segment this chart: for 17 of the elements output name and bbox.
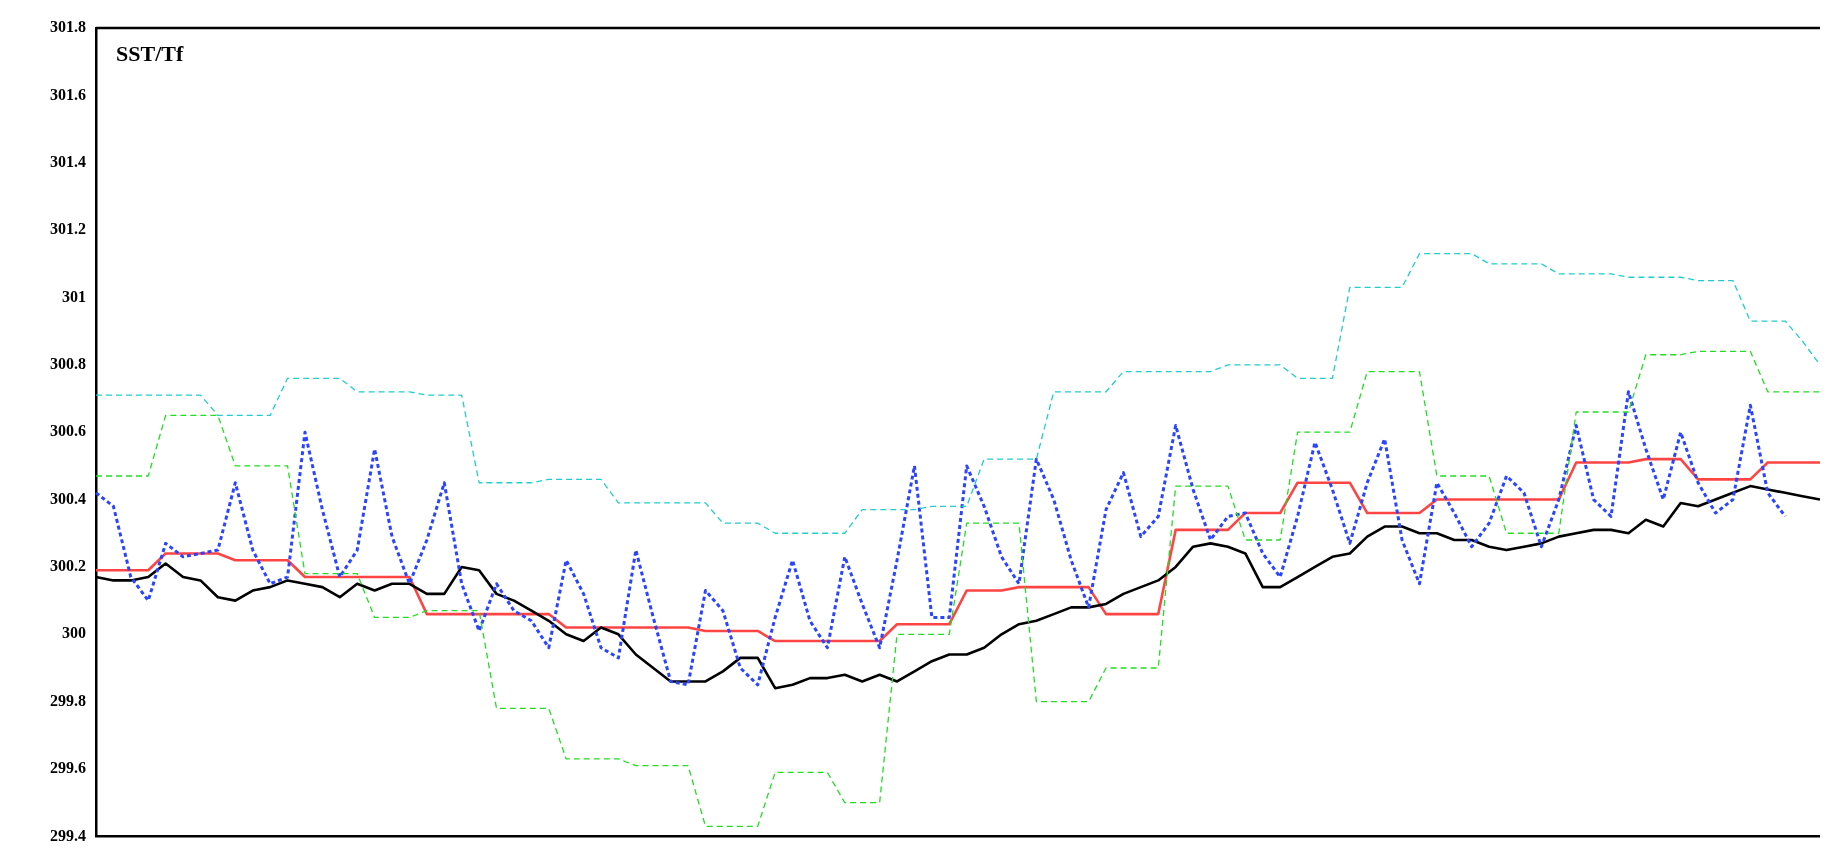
y-tick-label: 299.6: [50, 759, 86, 777]
y-tick-label: 300.6: [50, 422, 86, 440]
y-tick-label: 300: [62, 624, 86, 642]
y-tick-label: 301.4: [50, 152, 86, 170]
text: SST/Tf: [116, 40, 184, 66]
y-tick-label: 301.2: [50, 220, 86, 238]
line-series: [95, 350, 1820, 827]
y-tick-label: 301.8: [50, 18, 86, 36]
y-tick-label: 301: [62, 287, 86, 305]
line-series: [95, 253, 1820, 534]
y-tick-label: 300.8: [50, 354, 86, 372]
y-tick-label: 300.4: [50, 489, 86, 507]
y-tick-label: 300.2: [50, 557, 86, 575]
y-tick-label: 301.6: [50, 85, 86, 103]
line-series: [94, 390, 1787, 687]
y-tick-label: 299.4: [50, 826, 86, 844]
y-tick-label: 299.8: [50, 691, 86, 709]
